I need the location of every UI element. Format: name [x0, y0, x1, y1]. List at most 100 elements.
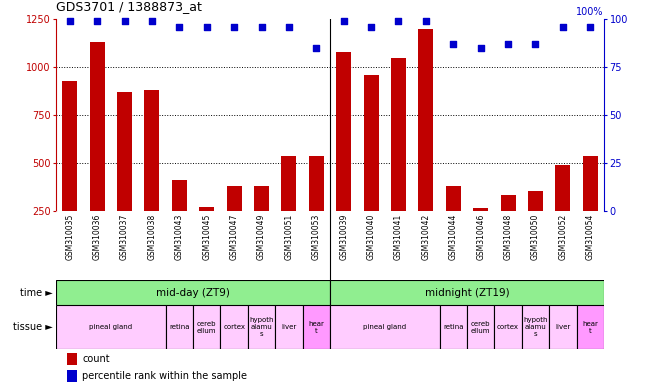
Point — [311, 45, 321, 51]
Text: cortex: cortex — [497, 324, 519, 330]
Bar — [172, 180, 187, 211]
Text: GSM310054: GSM310054 — [585, 213, 595, 260]
Point — [147, 18, 157, 24]
Text: GSM310039: GSM310039 — [339, 213, 348, 260]
Text: GSM310049: GSM310049 — [257, 213, 266, 260]
Text: GSM310038: GSM310038 — [147, 213, 156, 260]
Text: count: count — [82, 354, 110, 364]
Point — [503, 41, 513, 47]
Bar — [281, 156, 296, 211]
Text: GSM310044: GSM310044 — [449, 213, 458, 260]
Point — [393, 18, 404, 24]
Point — [174, 24, 185, 30]
Bar — [555, 165, 570, 211]
Text: pineal gland: pineal gland — [89, 324, 133, 330]
Text: hypoth
alamu
s: hypoth alamu s — [249, 317, 274, 338]
Text: GSM310040: GSM310040 — [366, 213, 376, 260]
Bar — [275, 305, 302, 349]
Point — [558, 24, 568, 30]
Bar — [364, 75, 379, 211]
Point — [420, 18, 431, 24]
Bar — [391, 58, 406, 211]
Text: GSM310052: GSM310052 — [558, 213, 568, 260]
Text: retina: retina — [169, 324, 189, 330]
Bar — [583, 156, 598, 211]
Point — [256, 24, 267, 30]
Bar — [226, 186, 242, 211]
Bar — [446, 186, 461, 211]
Bar — [500, 195, 515, 211]
Point — [92, 18, 102, 24]
Text: GSM310041: GSM310041 — [394, 213, 403, 260]
Text: GSM310045: GSM310045 — [202, 213, 211, 260]
Text: hear
t: hear t — [308, 321, 324, 334]
Text: GSM310050: GSM310050 — [531, 213, 540, 260]
Bar — [248, 305, 275, 349]
Text: retina: retina — [443, 324, 463, 330]
Text: hypoth
alamu
s: hypoth alamu s — [523, 317, 548, 338]
Text: liver: liver — [281, 324, 296, 330]
Text: GSM310037: GSM310037 — [120, 213, 129, 260]
Text: midnight (ZT19): midnight (ZT19) — [424, 288, 510, 298]
Text: cortex: cortex — [223, 324, 245, 330]
Point — [284, 24, 294, 30]
Text: GSM310053: GSM310053 — [312, 213, 321, 260]
Text: GSM310035: GSM310035 — [65, 213, 75, 260]
Text: pineal gland: pineal gland — [363, 324, 407, 330]
Bar — [56, 280, 330, 305]
Point — [119, 18, 130, 24]
Bar — [254, 186, 269, 211]
Point — [366, 24, 376, 30]
Bar — [90, 42, 105, 211]
Text: GSM310042: GSM310042 — [421, 213, 430, 260]
Bar — [166, 305, 193, 349]
Point — [339, 18, 349, 24]
Bar — [56, 305, 166, 349]
Bar — [440, 305, 467, 349]
Text: 100%: 100% — [576, 7, 604, 17]
Text: GSM310047: GSM310047 — [230, 213, 239, 260]
Bar — [309, 156, 324, 211]
Text: cereb
ellum: cereb ellum — [471, 321, 490, 334]
Text: liver: liver — [555, 324, 570, 330]
Text: GDS3701 / 1388873_at: GDS3701 / 1388873_at — [56, 0, 202, 13]
Point — [585, 24, 595, 30]
Text: GSM310043: GSM310043 — [175, 213, 184, 260]
Bar — [220, 305, 248, 349]
Bar — [467, 305, 494, 349]
Bar — [67, 353, 77, 365]
Text: hear
t: hear t — [582, 321, 598, 334]
Bar — [199, 207, 214, 211]
Text: tissue ►: tissue ► — [13, 322, 53, 333]
Text: percentile rank within the sample: percentile rank within the sample — [82, 371, 248, 381]
Bar — [528, 191, 543, 211]
Text: GSM310046: GSM310046 — [476, 213, 485, 260]
Bar — [193, 305, 220, 349]
Bar — [117, 92, 132, 211]
Bar — [418, 29, 434, 211]
Point — [530, 41, 541, 47]
Text: time ►: time ► — [20, 288, 53, 298]
Bar — [62, 81, 77, 211]
Bar — [473, 209, 488, 211]
Bar — [494, 305, 521, 349]
Text: cereb
ellum: cereb ellum — [197, 321, 216, 334]
Text: GSM310051: GSM310051 — [284, 213, 294, 260]
Bar — [577, 305, 604, 349]
Bar — [330, 305, 440, 349]
Point — [475, 45, 486, 51]
Bar — [302, 305, 330, 349]
Bar — [336, 52, 351, 211]
Text: GSM310048: GSM310048 — [504, 213, 513, 260]
Text: mid-day (ZT9): mid-day (ZT9) — [156, 288, 230, 298]
Bar — [549, 305, 577, 349]
Bar — [145, 90, 160, 211]
Bar — [521, 305, 549, 349]
Point — [201, 24, 212, 30]
Point — [65, 18, 75, 24]
Bar — [330, 280, 604, 305]
Point — [229, 24, 240, 30]
Text: GSM310036: GSM310036 — [92, 213, 102, 260]
Bar — [67, 370, 77, 382]
Point — [448, 41, 459, 47]
